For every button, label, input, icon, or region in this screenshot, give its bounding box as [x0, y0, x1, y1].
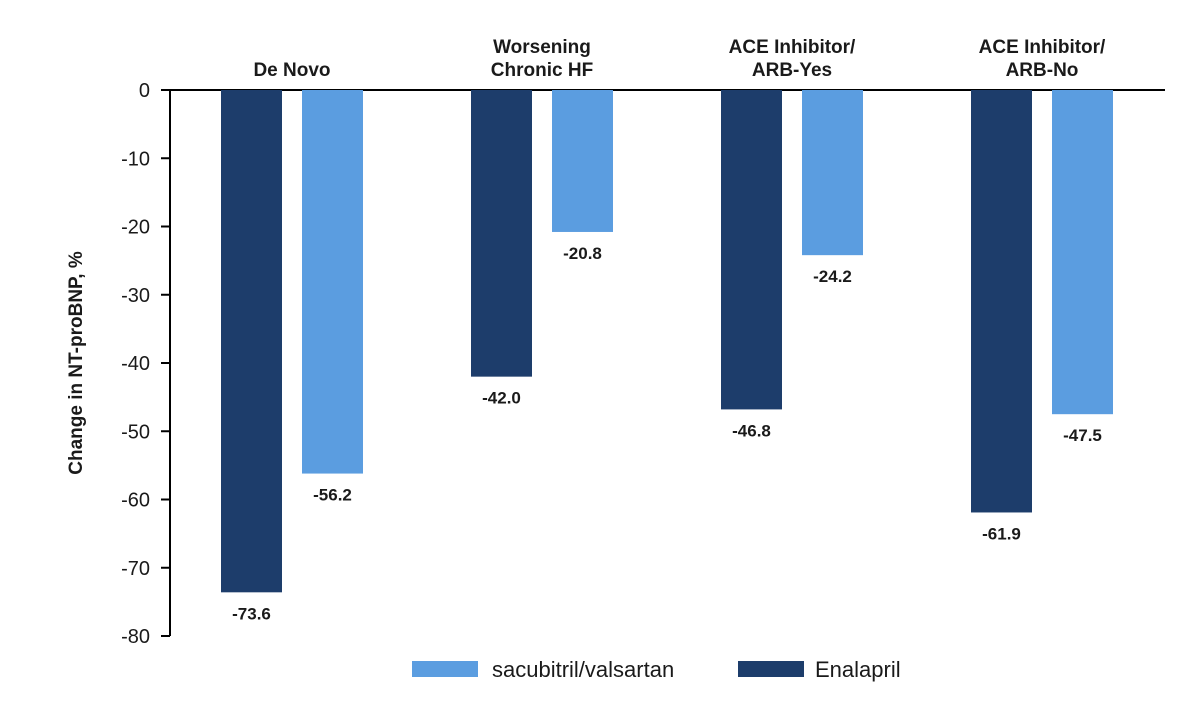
category-label: Worsening: [493, 37, 591, 58]
data-label: -20.8: [563, 244, 602, 263]
y-axis-label: Change in NT-proBNP, %: [66, 251, 87, 475]
y-tick-label: -70: [121, 558, 150, 580]
data-label: -47.5: [1063, 426, 1102, 445]
bar-enalapril: [721, 90, 782, 410]
bar-sacubitril-valsartan: [1052, 90, 1113, 415]
data-label: -24.2: [813, 267, 852, 286]
y-tick-label: -60: [121, 490, 150, 512]
category-label: ARB-Yes: [752, 60, 832, 81]
legend-label: Enalapril: [815, 657, 901, 682]
y-tick-label: -80: [121, 626, 150, 648]
bar-sacubitril-valsartan: [302, 90, 363, 474]
bar-enalapril: [221, 90, 282, 593]
category-label: ARB-No: [1006, 60, 1079, 81]
bar-enalapril: [971, 90, 1032, 513]
legend-label: sacubitril/valsartan: [492, 657, 674, 682]
data-label: -73.6: [232, 604, 271, 623]
y-tick-label: -30: [121, 285, 150, 307]
category-label: ACE Inhibitor/: [729, 37, 856, 58]
y-tick-label: -20: [121, 217, 150, 239]
data-label: -56.2: [313, 486, 352, 505]
data-label: -61.9: [982, 524, 1021, 543]
legend-swatch: [738, 661, 804, 677]
category-label: Chronic HF: [491, 60, 593, 81]
y-tick-label: 0: [139, 80, 150, 102]
y-tick-label: -40: [121, 353, 150, 375]
y-tick-label: -50: [121, 421, 150, 443]
bar-sacubitril-valsartan: [552, 90, 613, 232]
legend-swatch: [412, 661, 478, 677]
data-label: -46.8: [732, 421, 771, 440]
y-tick-label: -10: [121, 148, 150, 170]
category-label: De Novo: [253, 60, 330, 81]
category-label: ACE Inhibitor/: [979, 37, 1106, 58]
data-label: -42.0: [482, 389, 521, 408]
bar-sacubitril-valsartan: [802, 90, 863, 256]
bar-enalapril: [471, 90, 532, 377]
